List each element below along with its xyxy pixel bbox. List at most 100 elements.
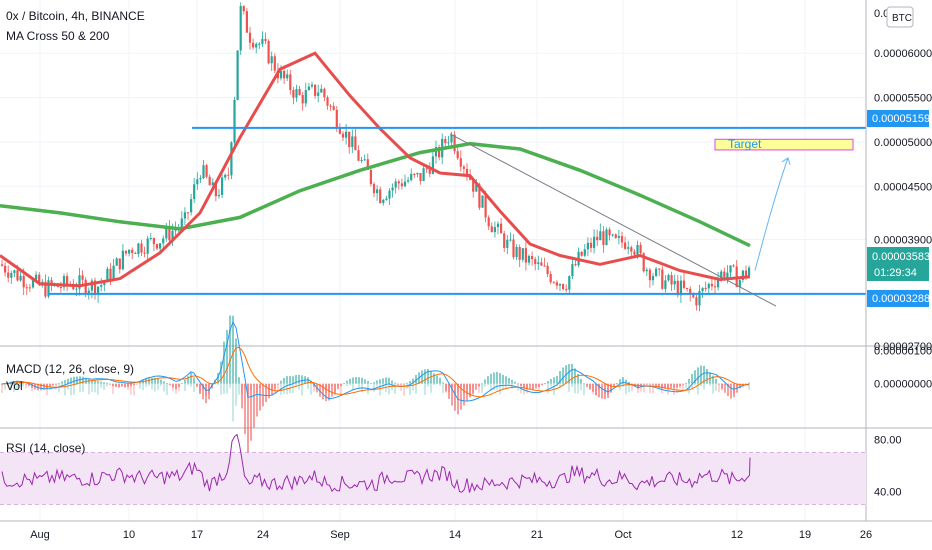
candle-body (605, 229, 608, 246)
price-pane[interactable]: Target (0, 2, 866, 312)
macd-hist-bar (637, 383, 639, 389)
macd-hist-bar (484, 379, 486, 384)
macd-hist-bar (622, 377, 624, 384)
candle-body (16, 270, 19, 281)
candle-body (627, 247, 630, 249)
volume-bar (493, 383, 495, 391)
macd-hist-bar (604, 383, 606, 400)
volume-bar (133, 383, 135, 396)
candle-body (447, 142, 450, 144)
volume-bar (187, 383, 189, 386)
volume-bar (703, 383, 705, 390)
candle-body (636, 245, 639, 255)
candle-body (571, 264, 574, 277)
candle-body (620, 236, 624, 243)
candle-body (524, 248, 527, 263)
volume-bar (403, 383, 405, 396)
macd-hist-bar (31, 383, 33, 388)
macd-hist-bar (157, 378, 159, 384)
candle-body (47, 280, 50, 297)
macd-pane[interactable] (1, 315, 750, 457)
volume-bar (100, 383, 102, 388)
candle-body (252, 42, 255, 48)
trend-line[interactable] (449, 133, 777, 307)
volume-bar (430, 383, 432, 393)
volume-bar (472, 383, 474, 396)
macd-hist-bar (496, 371, 498, 384)
current-price-label: 0.00003583 (872, 251, 930, 263)
time-tick-label: 21 (531, 529, 543, 541)
time-tick-label: 26 (860, 529, 872, 541)
target-box[interactable] (714, 138, 854, 151)
candle-body (726, 272, 729, 278)
candle-body (633, 251, 636, 255)
macd-hist-bar (532, 383, 534, 390)
volume-bar (235, 383, 237, 406)
macd-hist-bar (538, 383, 540, 388)
rsi-title[interactable]: RSI (14, close) (6, 441, 85, 455)
macd-title[interactable]: MACD (12, 26, close, 9) (6, 362, 134, 376)
candle-body (258, 43, 261, 45)
volume-bar (385, 383, 387, 393)
volume-bar (691, 383, 693, 390)
volume-bar (595, 383, 597, 396)
volume-bar (241, 383, 243, 395)
macd-hist-bar (265, 383, 267, 403)
candle-body (599, 231, 602, 241)
candle-body (4, 265, 7, 273)
volume-bar (457, 383, 459, 393)
volume-bar (247, 383, 249, 395)
macd-hist-bar (280, 380, 282, 384)
candle-body (118, 258, 121, 270)
macd-hist-bar (352, 377, 354, 384)
candle-body (438, 147, 441, 158)
candle-body (732, 265, 735, 267)
macd-hist-bar (598, 383, 600, 398)
candle-body (301, 94, 304, 104)
candle-body (372, 184, 376, 194)
rsi-line (1, 433, 751, 493)
macd-hist-bar (568, 364, 570, 384)
volume-bar (124, 383, 126, 388)
indicator-title[interactable]: MA Cross 50 & 200 (6, 29, 110, 43)
volume-bar (577, 383, 579, 394)
macd-hist-bar (652, 383, 654, 385)
macd-hist-bar (448, 383, 450, 399)
candle-body (314, 84, 317, 96)
volume-bar (547, 383, 549, 394)
macd-hist-bar (745, 383, 747, 385)
macd-hist-bar (103, 382, 105, 384)
candle-body (608, 229, 611, 236)
volume-bar (637, 383, 639, 393)
volume-bar (643, 383, 645, 393)
macd-hist-bar (199, 383, 201, 395)
candle-body (540, 262, 543, 266)
candle-body (121, 250, 124, 270)
macd-hist-bar (370, 382, 372, 384)
candle-body (453, 134, 456, 152)
macd-hist-bar (361, 377, 363, 384)
macd-hist-bar (58, 383, 60, 384)
candle-body (673, 280, 676, 285)
macd-hist-bar (544, 383, 546, 384)
volume-title[interactable]: Vol (6, 379, 23, 393)
volume-bar (688, 383, 690, 394)
candle-body (196, 179, 199, 185)
target-arrow[interactable] (754, 157, 789, 271)
candle-body (394, 181, 397, 188)
macd-hist-bar (55, 383, 57, 385)
volume-bar (748, 383, 750, 390)
volume-bar (508, 383, 510, 385)
candle-body (496, 223, 500, 228)
rsi-pane[interactable] (0, 433, 866, 505)
current-price-tag: 0.00003583 01:29:34 (867, 247, 930, 281)
candle-body (128, 249, 131, 254)
price-axis[interactable]: 0.00006000 0.00005500 0.00005000 0.00004500… (874, 8, 932, 498)
candle-body (211, 182, 214, 186)
currency-button[interactable]: BTC (886, 6, 914, 28)
macd-hist-bar (550, 378, 552, 384)
macd-hist-bar (289, 376, 291, 384)
time-axis[interactable]: Aug 10 17 24 Sep 14 21 Oct 12 19 26 (30, 529, 872, 541)
macd-hist-bar (388, 377, 390, 384)
